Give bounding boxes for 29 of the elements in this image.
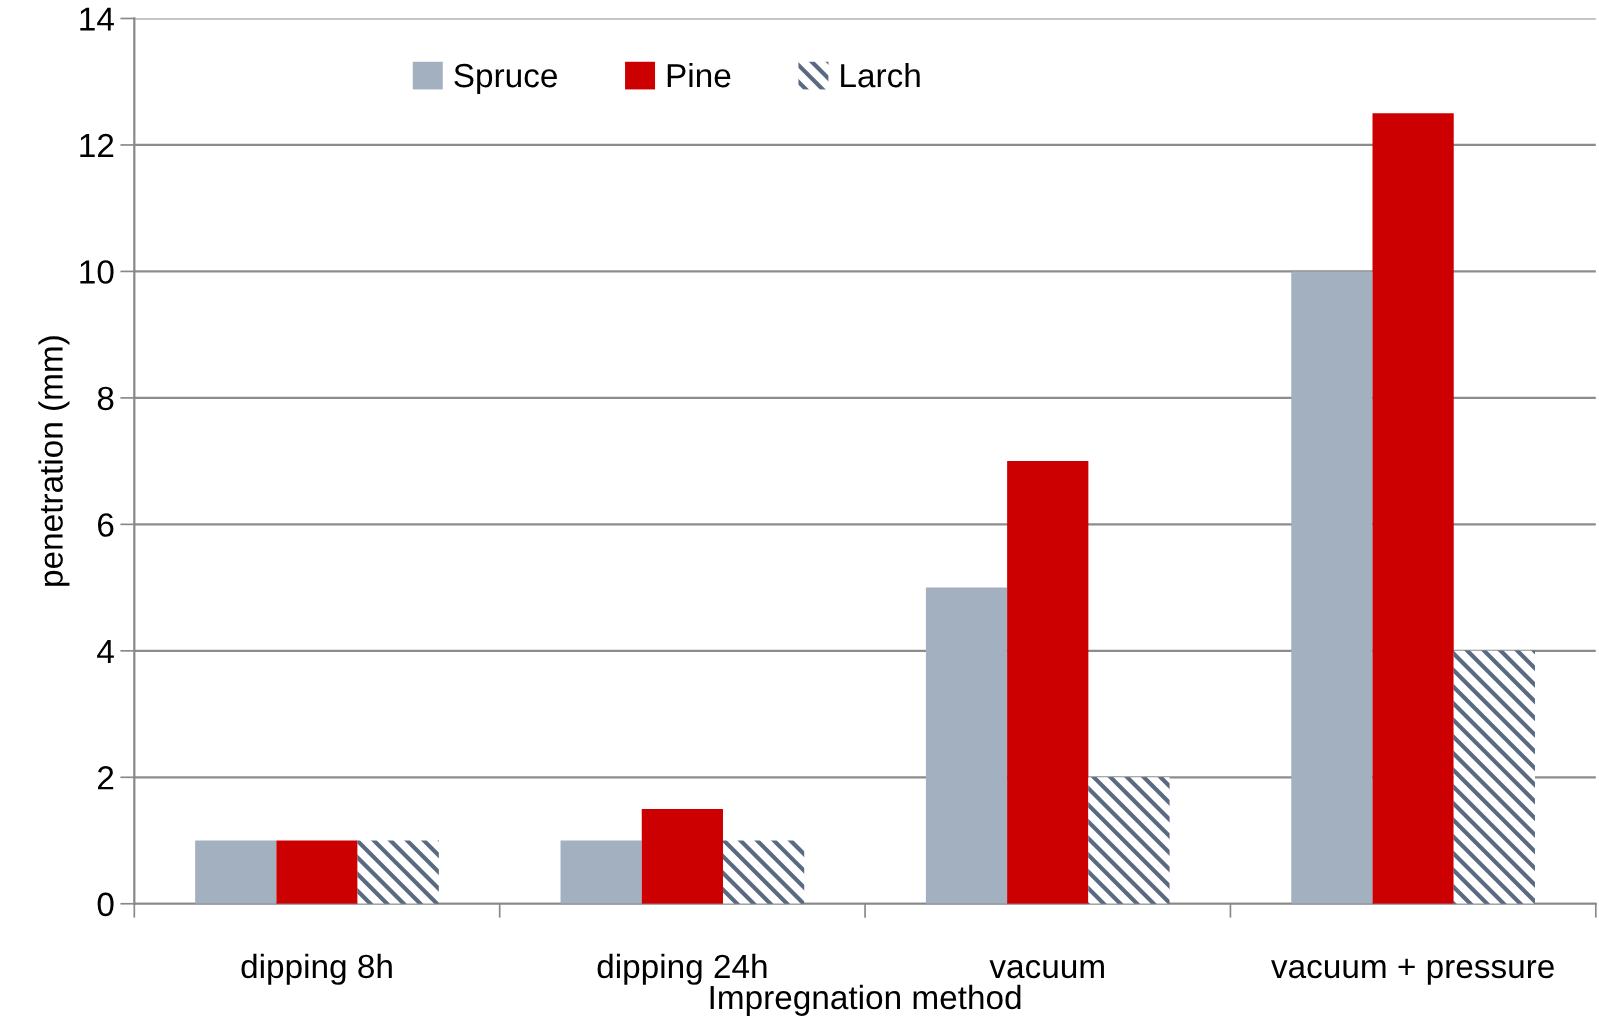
x-tick-label: vacuum: [989, 959, 1104, 979]
y-tick-label: 4: [97, 639, 114, 663]
x-tick-label: vacuum + pressure: [1271, 958, 1554, 985]
bar: [195, 840, 277, 904]
y-tick-label: 14: [80, 7, 114, 31]
bar: [722, 840, 805, 904]
y-tick-label: 2: [98, 766, 114, 790]
bar: [1291, 271, 1373, 904]
bar: [357, 840, 439, 904]
x-tick-label: dipping 8h: [241, 953, 392, 985]
bar: [1372, 113, 1454, 904]
y-tick-label: 6: [98, 513, 114, 537]
bar: [276, 840, 358, 904]
y-tick-label: 12: [80, 133, 114, 158]
bar: [560, 840, 642, 904]
x-tick-label: dipping 24h: [597, 953, 767, 985]
bar: [925, 587, 1008, 904]
y-tick-label: 10: [80, 260, 114, 284]
y-tick-label: 0: [97, 892, 114, 917]
legend-label: Spruce: [454, 63, 557, 95]
y-axis-title: penetration (mm): [38, 336, 70, 586]
y-tick-label: 8: [97, 386, 114, 411]
legend-label: Larch: [841, 62, 920, 88]
bar: [1453, 650, 1535, 904]
x-axis-title: Impregnation method: [710, 984, 1021, 1016]
bar: [641, 808, 723, 904]
bar: [1007, 461, 1089, 904]
bar: [1088, 777, 1170, 904]
legend-label: Pine: [667, 62, 731, 88]
